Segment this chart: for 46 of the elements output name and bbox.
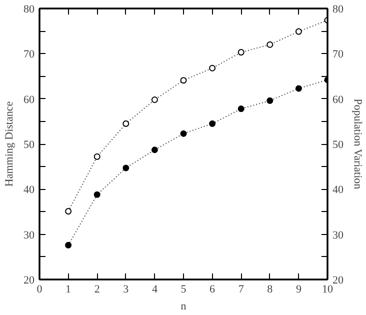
point — [180, 130, 187, 137]
point — [122, 120, 130, 127]
y-axis-title: Hamming Distance — [4, 101, 16, 187]
point — [65, 242, 72, 248]
point — [180, 77, 187, 84]
x-tick-label: 8 — [267, 284, 274, 296]
y-tick-label: 70 — [24, 48, 35, 61]
point — [65, 208, 72, 215]
point — [94, 153, 100, 160]
y-tick-label: 30 — [24, 229, 35, 242]
point — [209, 64, 216, 72]
y2-tick-label: 80 — [332, 4, 344, 16]
y-tick-label: 60 — [24, 94, 35, 106]
x-tick-label: 2 — [94, 284, 100, 296]
x-axis-title: n — [180, 300, 187, 312]
point — [209, 120, 216, 127]
x-tick-label: 4 — [152, 284, 158, 296]
x-tick-label: 3 — [123, 284, 130, 296]
point — [94, 191, 100, 198]
point — [151, 96, 158, 103]
point — [266, 97, 274, 104]
x-tick-label: 10 — [322, 284, 334, 296]
x-tick-label: 7 — [238, 284, 244, 296]
y-tick-label: 40 — [24, 184, 35, 196]
y2-axis-title: Population Variation — [352, 98, 364, 190]
point — [238, 49, 244, 56]
y-tick-label: 20 — [24, 274, 35, 286]
point — [266, 41, 274, 48]
y-tick-label: 50 — [24, 139, 35, 151]
x-tick-label: 9 — [296, 284, 302, 296]
point — [238, 106, 244, 112]
y2-tick-label: 20 — [332, 274, 344, 286]
x-tick-label: 6 — [210, 284, 216, 296]
y-tick-label: 80 — [24, 4, 35, 16]
point — [122, 164, 130, 172]
point — [151, 146, 158, 154]
point — [295, 85, 302, 92]
y2-tick-label: 40 — [332, 184, 344, 196]
x-tick-label: 1 — [66, 284, 72, 296]
y2-tick-label: 50 — [332, 139, 344, 151]
x-tick-label: 0 — [36, 284, 43, 296]
y2-tick-label: 60 — [332, 94, 344, 106]
y2-tick-label: 70 — [332, 48, 344, 61]
y2-tick-label: 30 — [332, 229, 344, 242]
x-tick-label: 5 — [180, 284, 187, 296]
point — [295, 28, 302, 35]
